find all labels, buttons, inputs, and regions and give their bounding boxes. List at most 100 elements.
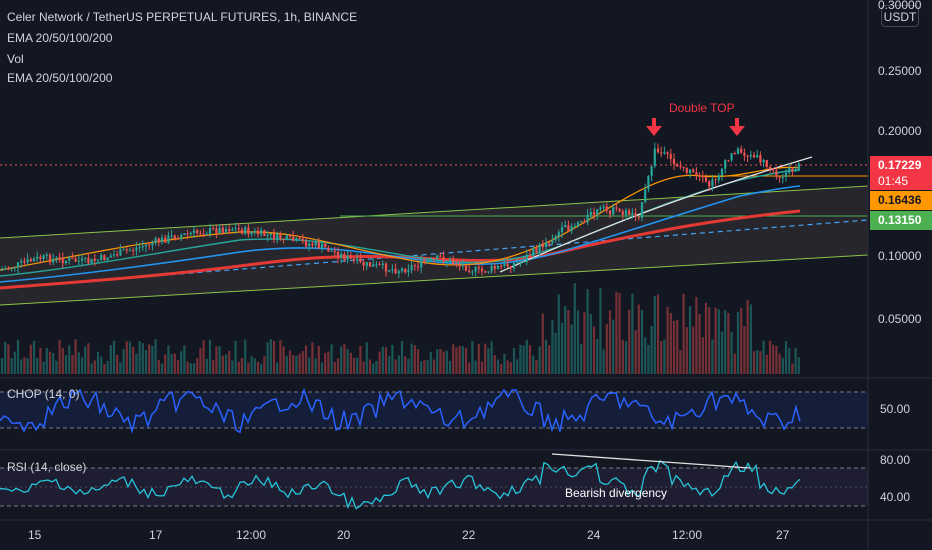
- candle-body: [116, 254, 119, 256]
- volume-bar: [330, 344, 333, 374]
- volume-bar: [132, 347, 135, 374]
- candle-body: [333, 250, 336, 253]
- candle-body: [448, 259, 452, 262]
- volume-bar: [631, 293, 634, 374]
- double-top-label[interactable]: Double TOP: [669, 101, 735, 115]
- candle-body: [685, 167, 688, 173]
- candle-body: [368, 262, 372, 267]
- candle-body: [791, 168, 794, 172]
- rsi-tick-40: 40.00: [880, 490, 911, 504]
- volume-bar: [48, 351, 52, 374]
- candle-body: [637, 216, 640, 218]
- volume-bar: [564, 306, 567, 374]
- candle-body: [352, 258, 356, 261]
- volume-bar: [186, 361, 189, 374]
- candle-body: [714, 179, 717, 181]
- candle-body: [23, 260, 26, 263]
- volume-bar: [599, 288, 602, 374]
- chop-pane[interactable]: [0, 387, 868, 434]
- price-pane[interactable]: [0, 142, 869, 306]
- candle-body: [64, 260, 68, 264]
- candle-body: [132, 250, 135, 252]
- candle-body: [381, 263, 384, 265]
- candle-body: [759, 155, 762, 163]
- volume-bar: [788, 348, 791, 374]
- volume-bar: [205, 358, 208, 374]
- candle-body: [292, 236, 295, 241]
- volume-bar: [7, 344, 10, 374]
- volume-bar: [724, 310, 727, 374]
- candle-body: [52, 258, 55, 263]
- volume-bar: [736, 312, 740, 374]
- volume-bar: [125, 341, 128, 374]
- candle-body: [336, 252, 340, 258]
- candle-body: [532, 248, 535, 256]
- volume-bar: [410, 343, 413, 374]
- candle-body: [212, 227, 215, 229]
- candle-body: [781, 176, 784, 179]
- candle-body: [391, 268, 394, 271]
- candle-body: [36, 256, 39, 259]
- candle-body: [167, 235, 170, 243]
- candle-body: [298, 237, 301, 239]
- candle-body: [215, 228, 218, 234]
- volume-bar: [605, 323, 608, 374]
- candle-body: [77, 260, 80, 262]
- volume-bar: [701, 337, 704, 374]
- rsi-label[interactable]: RSI (14, close): [7, 460, 87, 474]
- volume-bar: [794, 348, 797, 374]
- candle-body: [772, 168, 775, 171]
- rsi-pane[interactable]: [0, 453, 868, 510]
- volume-bar: [64, 355, 68, 374]
- chart-legend-title[interactable]: Celer Network / TetherUS PERPETUAL FUTUR…: [7, 10, 358, 24]
- candle-body: [154, 238, 157, 244]
- volume-bar: [215, 346, 218, 374]
- volume-bar: [484, 343, 487, 374]
- candle-body: [503, 263, 506, 266]
- volume-bar: [692, 326, 695, 374]
- ema-legend-1[interactable]: EMA 20/50/100/200: [7, 31, 113, 45]
- ema-legend-2[interactable]: EMA 20/50/100/200: [7, 71, 113, 85]
- chop-label[interactable]: CHOP (14, 0): [7, 387, 80, 401]
- volume-bar: [61, 347, 64, 374]
- volume-bar: [791, 363, 794, 374]
- volume-bar: [493, 355, 496, 374]
- volume-bar: [365, 342, 368, 374]
- candle-body: [244, 227, 247, 234]
- time-tick-1200-b: 12:00: [672, 528, 703, 542]
- candle-body: [493, 266, 496, 269]
- candle-body: [631, 213, 634, 215]
- candle-body: [90, 258, 93, 264]
- candle-body: [554, 236, 557, 240]
- candle-body: [669, 154, 672, 159]
- candle-body: [522, 261, 525, 263]
- candle-body: [698, 175, 701, 177]
- bearish-divergence-label[interactable]: Bearish divergency: [565, 486, 668, 500]
- volume-legend[interactable]: Vol: [7, 52, 24, 66]
- candle-body: [762, 159, 765, 163]
- candle-body: [400, 268, 404, 272]
- candle-body: [586, 215, 589, 223]
- candle-body: [768, 166, 772, 169]
- candle-body: [71, 258, 74, 260]
- candle-body: [564, 225, 567, 228]
- volume-bar: [20, 359, 23, 374]
- volume-bar: [653, 296, 656, 374]
- candle-body: [439, 255, 442, 257]
- volume-bar: [468, 362, 471, 374]
- volume-bar: [576, 310, 580, 374]
- volume-bar: [96, 351, 100, 374]
- volume-bar: [749, 304, 752, 374]
- volume-bar: [288, 350, 292, 374]
- volume-bar: [196, 358, 199, 374]
- volume-bar: [768, 340, 772, 374]
- candle-body: [621, 211, 624, 215]
- volume-bar: [141, 343, 144, 374]
- currency-button[interactable]: USDT: [881, 5, 919, 27]
- volume-bar: [474, 360, 477, 374]
- volume-bar: [778, 353, 781, 374]
- volume-bar: [224, 354, 228, 374]
- volume-bar: [480, 361, 484, 374]
- volume-bar: [71, 355, 74, 374]
